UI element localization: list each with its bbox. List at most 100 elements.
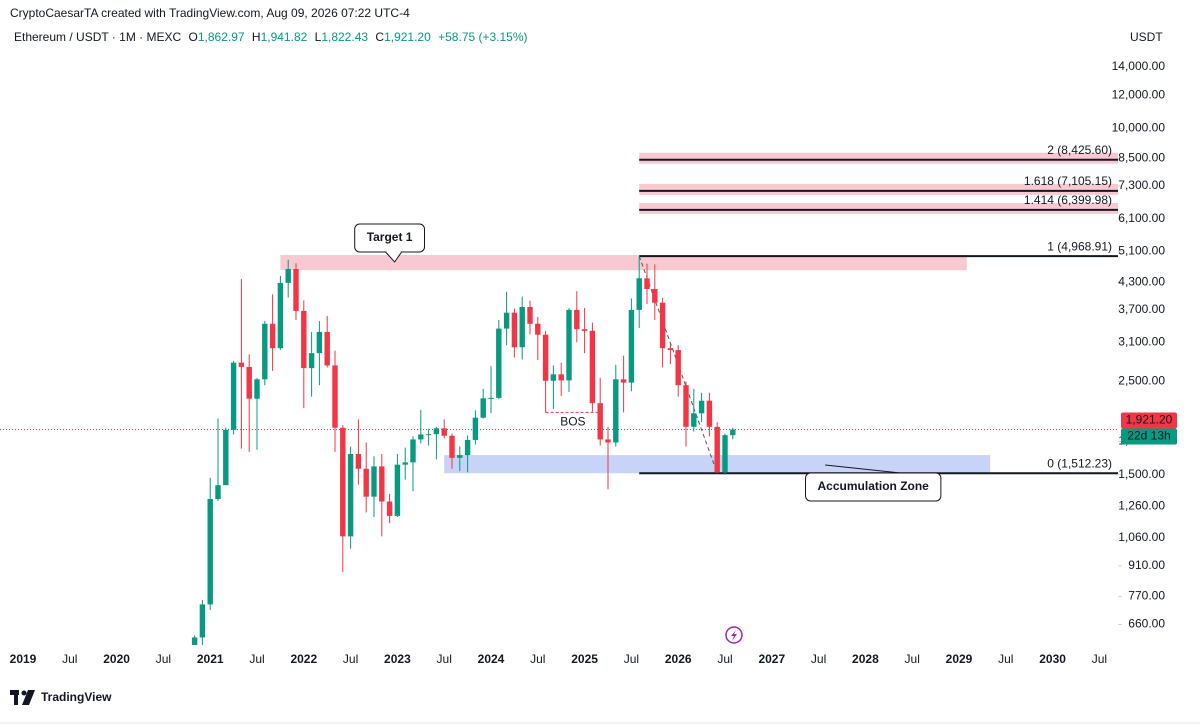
- candle-body: [371, 466, 377, 497]
- x-tick-label: Jul: [62, 652, 77, 666]
- candle-body: [480, 398, 486, 418]
- candle-body: [706, 400, 713, 427]
- candle-body: [496, 328, 502, 398]
- plot-area: 2 (8,425.60) 1.618 (7,105.15) 1.414 (6,399…: [0, 143, 1118, 645]
- o-label: O: [189, 30, 198, 44]
- x-tick-label: Jul: [811, 652, 826, 666]
- candle-body: [418, 434, 424, 440]
- candle-body: [683, 385, 689, 427]
- candle-body: [698, 400, 705, 414]
- legend-line: Ethereum / USDT · 1M · MEXC O1,862.97 H1…: [14, 30, 528, 44]
- candle-body: [238, 362, 245, 367]
- close-value: 1,921.20: [384, 30, 431, 44]
- candle-body: [340, 427, 346, 537]
- candle-body: [730, 429, 736, 436]
- candle-body: [386, 501, 393, 516]
- candle-body: [332, 365, 338, 428]
- change: +58.75 (+3.15%): [438, 30, 527, 44]
- candle-body: [316, 331, 323, 354]
- y-tick-label: 3,100.00: [1118, 334, 1165, 348]
- bos-label: BOS: [560, 415, 585, 429]
- candle-body: [402, 462, 408, 465]
- y-tick-label: 4,300.00: [1118, 275, 1165, 289]
- currency: USDT: [1130, 30, 1163, 44]
- candle-body: [542, 334, 549, 381]
- candle-body: [223, 429, 229, 486]
- x-tick-label: Jul: [717, 652, 732, 666]
- x-tick-label: 2023: [384, 652, 411, 666]
- candle-body: [550, 374, 557, 381]
- candle-body: [308, 353, 315, 369]
- y-tick-label: 8,500.00: [1118, 150, 1165, 164]
- candle-body: [277, 282, 284, 349]
- x-tick-label: 2021: [197, 652, 224, 666]
- x-tick-label: 2026: [665, 652, 692, 666]
- x-tick-label: 2024: [478, 652, 505, 666]
- candle-body: [605, 439, 611, 443]
- y-tick-label: 7,300.00: [1118, 178, 1165, 192]
- zone: [280, 254, 967, 271]
- logo-mark: [22, 690, 35, 705]
- y-tick-label: 770.00: [1128, 589, 1165, 603]
- countdown-box: [1121, 428, 1177, 445]
- fib-label: 1 (4,968.91): [1047, 239, 1112, 253]
- x-tick-label: 2025: [571, 652, 598, 666]
- callout-box: [805, 472, 942, 502]
- candle-body: [597, 403, 603, 440]
- open-value: 1,862.97: [198, 30, 245, 44]
- y-tick-label: 1,260.00: [1118, 499, 1165, 513]
- candle-body: [659, 302, 666, 349]
- x-tick-label: 2030: [1039, 652, 1066, 666]
- fib-zone: [639, 152, 1118, 164]
- callout-pointer: [385, 251, 403, 263]
- candle-body: [511, 312, 518, 348]
- y-tick-label: 2,500.00: [1118, 374, 1165, 388]
- candle-body: [254, 379, 260, 399]
- candle-body: [347, 454, 354, 537]
- candle-body: [215, 485, 221, 500]
- x-tick-label: Jul: [343, 652, 358, 666]
- y-tick-label: 660.00: [1128, 617, 1165, 631]
- candle-body: [363, 468, 369, 497]
- candle-body: [589, 330, 596, 404]
- candle-body: [519, 306, 525, 348]
- candle-body: [464, 439, 471, 456]
- candle-body: [379, 466, 385, 502]
- event-circle: [725, 626, 743, 644]
- candle-body: [410, 439, 416, 463]
- candle-body: [355, 454, 362, 469]
- candle-body: [667, 348, 674, 351]
- candle-body: [566, 309, 572, 381]
- x-tick-label: Jul: [437, 652, 452, 666]
- candle-body: [620, 379, 627, 383]
- candle-body: [472, 417, 479, 440]
- candle-body: [574, 309, 580, 330]
- x-tick-label: 2029: [946, 652, 973, 666]
- candle-body: [207, 499, 213, 605]
- x-tick-label: 2020: [103, 652, 130, 666]
- x-tick-label: Jul: [249, 652, 264, 666]
- x-tick-label: 2028: [852, 652, 879, 666]
- y-tick-label: 910.00: [1128, 558, 1165, 572]
- y-tick-label: 12,000.00: [1112, 87, 1166, 101]
- x-tick-label: Jul: [624, 652, 639, 666]
- fib-label: 1.618 (7,105.15): [1024, 174, 1112, 188]
- candle-body: [652, 288, 658, 303]
- candle-body: [691, 413, 697, 427]
- y-tick-label: 6,100.00: [1118, 211, 1165, 225]
- candle-body: [433, 428, 440, 435]
- y-tick-label: 3,700.00: [1118, 302, 1165, 316]
- x-tick-label: 2022: [290, 652, 317, 666]
- fib-label: 1.414 (6,399.98): [1024, 193, 1112, 207]
- candle-body: [262, 323, 268, 380]
- candle-body: [527, 306, 533, 324]
- y-tick-label: 1,500.00: [1118, 467, 1165, 481]
- candle-body: [230, 362, 237, 430]
- candle-body: [301, 310, 307, 369]
- candle-body: [675, 350, 681, 386]
- fib-label: 0 (1,512.23): [1047, 456, 1112, 470]
- candle-body: [714, 426, 720, 473]
